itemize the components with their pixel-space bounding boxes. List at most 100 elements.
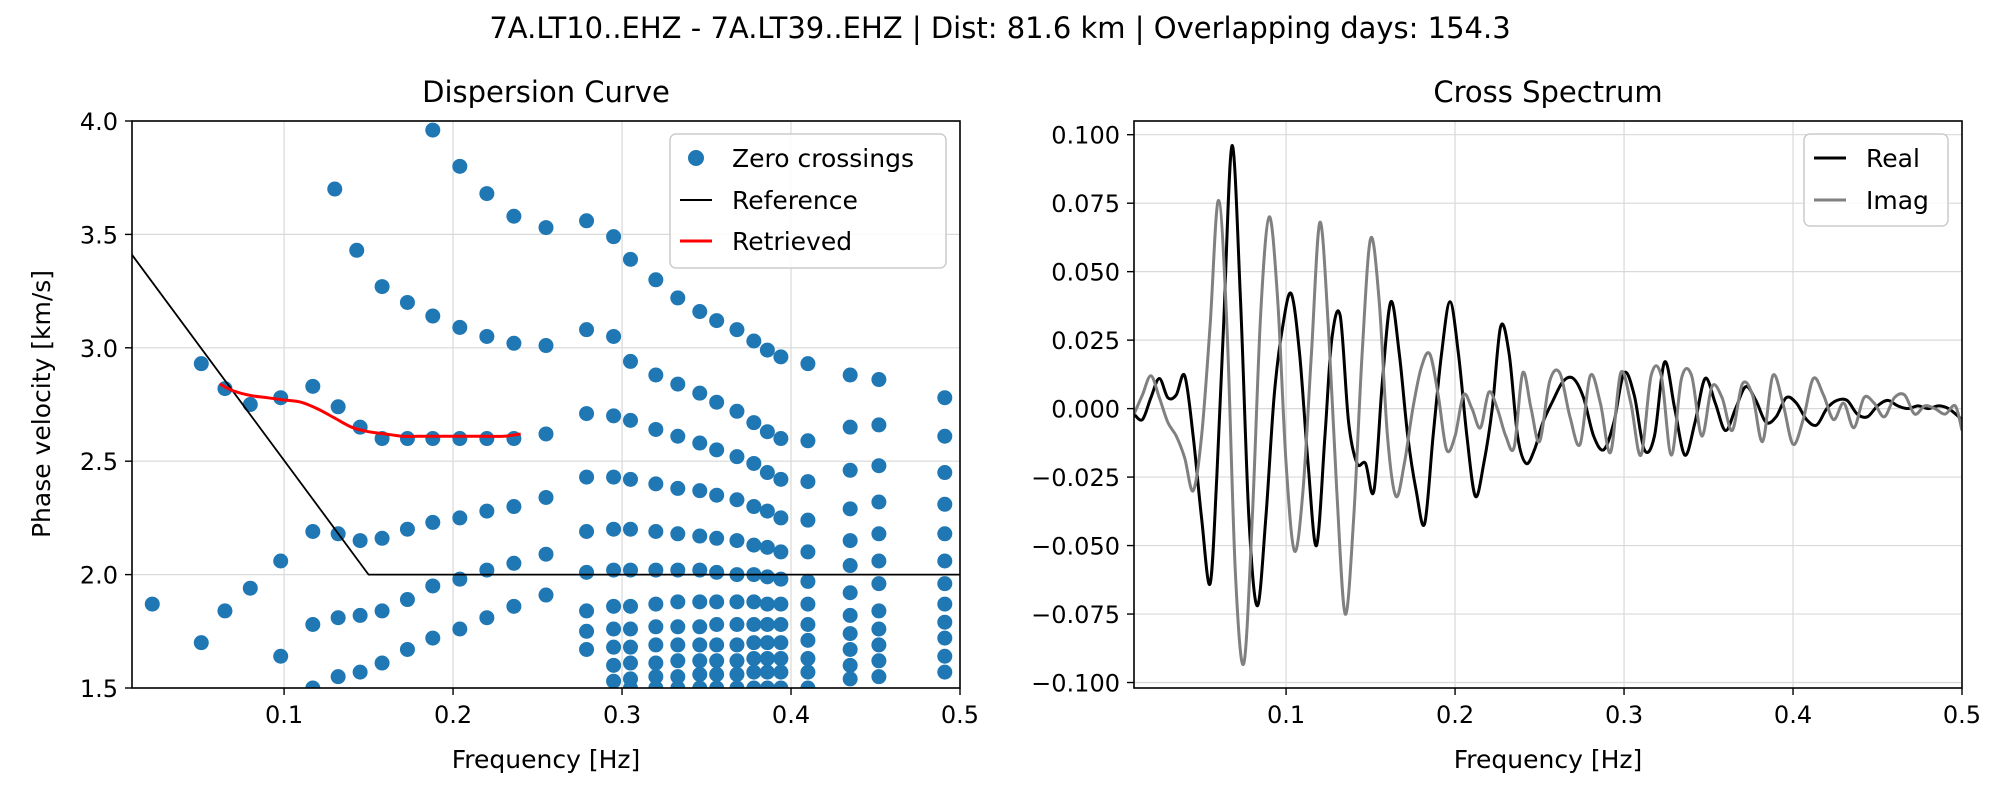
zero-crossing-point [670,428,686,444]
zero-crossing-point [399,641,415,657]
dispersion-legend-box [669,133,947,269]
zero-crossing-point [842,657,858,673]
zero-crossing-point [773,471,789,487]
zero-crossing-point [871,417,887,433]
zero-crossing-point [871,372,887,388]
legend-real-label: Real [1866,144,1920,173]
zero-crossing-point [773,616,789,632]
zero-crossing-point [709,487,725,503]
zero-crossing-point [305,378,321,394]
zero-crossing-point [759,465,775,481]
zero-crossing-point [746,635,762,651]
zero-crossing-point [579,524,595,540]
zero-crossing-point [937,630,953,646]
zero-crossing-point [746,415,762,431]
zero-crossing-point [937,664,953,680]
zero-crossing-point [622,521,638,537]
zero-crossing-point [773,664,789,680]
zero-crossing-point [871,576,887,592]
zero-crossing-point [622,412,638,428]
zero-crossing-point [399,521,415,537]
zero-crossing-point [352,533,368,549]
cross-spectrum-legend: Real Imag [1803,133,1949,227]
zero-crossing-point [759,539,775,555]
real-line [1134,144,1962,608]
zero-crossing-point [374,279,390,295]
zero-crossing-point [800,433,816,449]
zero-crossing-point [842,462,858,478]
legend-zero-crossings-marker [688,150,704,166]
zero-crossing-point [506,335,522,351]
reference-line [132,254,960,576]
zero-crossing-point [800,596,816,612]
zero-crossing-point [773,431,789,447]
zero-crossing-point [871,526,887,542]
zero-crossing-point [692,666,708,682]
zero-crossing-point [606,229,622,245]
zero-crossing-point [746,455,762,471]
zero-crossing-point [759,596,775,612]
y-tick-label: 0.000 [1051,396,1120,424]
zero-crossing-point [670,376,686,392]
zero-crossing-point [538,220,554,236]
zero-crossing-point [330,610,346,626]
dispersion-ticks: 0.1 0.2 0.3 0.4 0.5 1.5 2.0 2.5 3.0 3.5 4.0 [80,108,979,729]
zero-crossing-point [606,621,622,637]
zero-crossing-point [842,641,858,657]
zero-crossing-point [670,653,686,669]
zero-crossing-point [425,122,441,138]
zero-crossing-point [709,653,725,669]
zero-crossing-point [871,621,887,637]
zero-crossing-point [871,603,887,619]
zero-crossing-point [800,356,816,372]
zero-crossing-point [622,471,638,487]
zero-crossing-point [800,651,816,667]
zero-crossing-point [648,421,664,437]
zero-crossing-point [800,664,816,680]
zero-crossing-point [937,390,953,406]
zero-crossing-point [773,635,789,651]
dispersion-plot-area [132,122,960,688]
zero-crossing-point [709,637,725,653]
zero-crossing-point [800,474,816,490]
cross-spectrum-ticks: 0.1 0.2 0.3 0.4 0.5 −0.100 −0.075 −0.050 −0.025 0… [1031,122,1981,729]
zero-crossing-point [670,594,686,610]
y-tick-label: 0.050 [1051,259,1120,287]
cross-spectrum-axes-frame [1133,120,1963,689]
x-tick-label: 0.2 [1436,701,1474,729]
legend-zero-crossings-label: Zero crossings [732,144,914,173]
zero-crossing-point [538,489,554,505]
zero-crossing-point [506,598,522,614]
x-tick-label: 0.1 [1267,701,1305,729]
zero-crossing-point [452,431,468,447]
zero-crossing-point [729,653,745,669]
zero-crossing-point [579,641,595,657]
zero-crossing-point [759,680,775,688]
zero-crossing-point [773,349,789,365]
zero-crossing-point [452,621,468,637]
zero-crossing-point [759,503,775,519]
x-tick-label: 0.5 [1943,701,1981,729]
zero-crossing-point [622,680,638,688]
zero-crossing-point [670,669,686,685]
zero-crossing-point [374,655,390,671]
x-tick-label: 0.3 [603,701,641,729]
zero-crossing-point [670,526,686,542]
cross-spectrum-grid [1134,121,1963,688]
zero-crossing-point [746,616,762,632]
zero-crossing-point [937,576,953,592]
zero-crossing-point [800,680,816,688]
zero-crossing-point [773,680,789,688]
y-tick-label: 0.025 [1051,327,1120,355]
zero-crossing-point [729,680,745,688]
zero-crossing-point [606,521,622,537]
zero-crossing-point [842,367,858,383]
zero-crossing-point [729,533,745,549]
zero-crossing-point [374,603,390,619]
zero-crossing-point [709,313,725,329]
cross-spectrum-plot-area [1134,144,1962,667]
zero-crossing-point [871,494,887,510]
zero-crossing-point [842,626,858,642]
zero-crossing-point [330,399,346,415]
zero-crossing-point [193,635,209,651]
